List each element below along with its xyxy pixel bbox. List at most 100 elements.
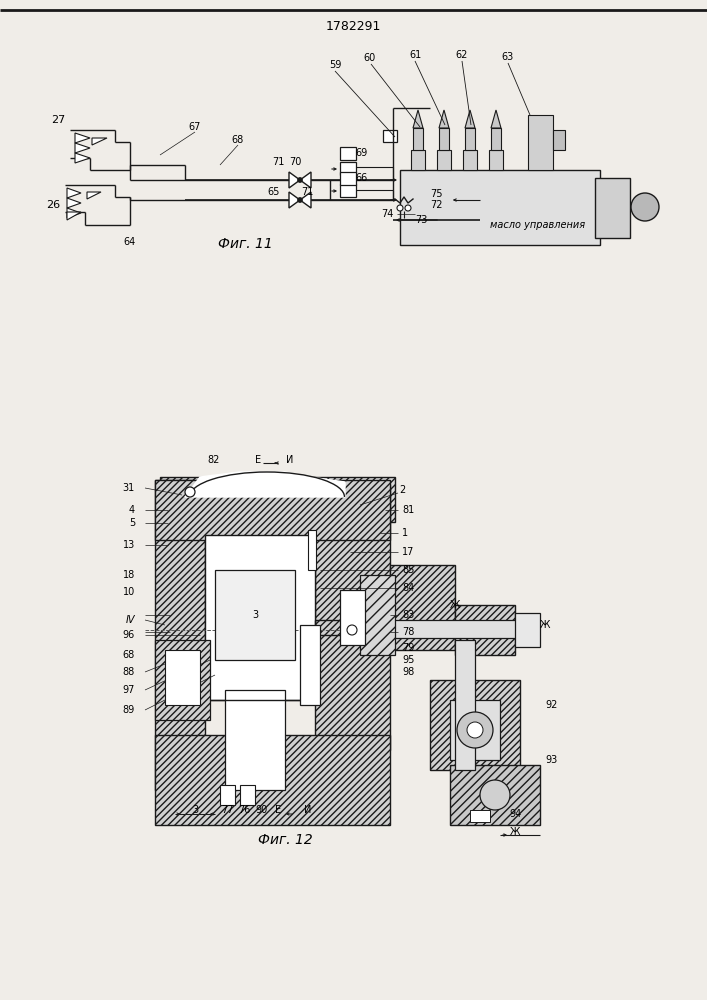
- Bar: [205, 535, 315, 700]
- Text: 85: 85: [402, 565, 414, 575]
- Text: И: И: [286, 455, 293, 465]
- Text: 59: 59: [329, 60, 341, 70]
- Text: 82: 82: [208, 455, 220, 465]
- Polygon shape: [87, 192, 101, 199]
- Text: 95: 95: [402, 655, 414, 665]
- Bar: [340, 184, 356, 197]
- Text: IV: IV: [126, 615, 135, 625]
- Text: 84: 84: [402, 583, 414, 593]
- Bar: [383, 130, 397, 142]
- Text: 18: 18: [123, 570, 135, 580]
- Bar: [437, 150, 451, 170]
- Bar: [340, 147, 356, 160]
- Bar: [515, 613, 540, 647]
- Polygon shape: [75, 143, 90, 153]
- Text: Ж: Ж: [510, 827, 520, 837]
- Circle shape: [298, 198, 303, 202]
- Bar: [340, 590, 365, 645]
- Polygon shape: [185, 472, 345, 497]
- Bar: [491, 128, 501, 150]
- Text: 66: 66: [356, 173, 368, 183]
- Text: 5: 5: [129, 518, 135, 528]
- Text: 69: 69: [356, 148, 368, 158]
- Polygon shape: [75, 133, 90, 143]
- Bar: [411, 150, 425, 170]
- Text: 68: 68: [123, 650, 135, 660]
- Bar: [430, 680, 520, 770]
- Text: 71: 71: [300, 187, 313, 197]
- Bar: [165, 650, 200, 705]
- Polygon shape: [92, 138, 107, 145]
- Text: 67: 67: [189, 122, 201, 132]
- Polygon shape: [67, 208, 81, 218]
- Polygon shape: [491, 110, 501, 128]
- Text: Ж: Ж: [450, 600, 460, 610]
- Bar: [155, 480, 390, 540]
- Text: 75: 75: [430, 189, 443, 199]
- Text: 70: 70: [289, 157, 301, 167]
- Circle shape: [185, 487, 195, 497]
- Text: 10: 10: [123, 587, 135, 597]
- Text: 71: 71: [271, 157, 284, 167]
- Text: 98: 98: [402, 667, 414, 677]
- Circle shape: [467, 722, 483, 738]
- Text: 60: 60: [364, 53, 376, 63]
- Bar: [340, 162, 356, 175]
- Bar: [155, 735, 390, 825]
- Text: 61: 61: [409, 50, 421, 60]
- Circle shape: [405, 205, 411, 211]
- Bar: [489, 150, 503, 170]
- Bar: [450, 765, 540, 825]
- Polygon shape: [67, 188, 81, 198]
- Text: 90: 90: [256, 805, 268, 815]
- Bar: [340, 172, 356, 185]
- Bar: [439, 128, 449, 150]
- Text: 92: 92: [545, 700, 557, 710]
- Circle shape: [457, 712, 493, 748]
- Bar: [155, 480, 205, 790]
- Text: 93: 93: [545, 755, 557, 765]
- Text: 89: 89: [123, 705, 135, 715]
- Text: 26: 26: [46, 200, 60, 210]
- Text: 96: 96: [123, 630, 135, 640]
- Text: 77: 77: [221, 805, 233, 815]
- Polygon shape: [67, 212, 81, 220]
- Text: 63: 63: [502, 52, 514, 62]
- Text: 81: 81: [402, 505, 414, 515]
- Text: 94: 94: [509, 809, 521, 819]
- Text: 78: 78: [402, 627, 414, 637]
- Bar: [528, 115, 553, 170]
- Circle shape: [397, 205, 403, 211]
- Bar: [470, 810, 490, 822]
- Bar: [240, 785, 255, 805]
- Bar: [220, 785, 235, 805]
- Bar: [413, 128, 423, 150]
- Text: 83: 83: [402, 610, 414, 620]
- Text: 79: 79: [402, 643, 414, 653]
- Text: 31: 31: [123, 483, 135, 493]
- Text: 27: 27: [51, 115, 65, 125]
- Text: 72: 72: [430, 200, 443, 210]
- Polygon shape: [439, 110, 449, 128]
- Text: 68: 68: [232, 135, 244, 145]
- Circle shape: [298, 178, 303, 182]
- Text: 3: 3: [192, 805, 198, 815]
- Text: Фиг. 12: Фиг. 12: [257, 833, 312, 847]
- Bar: [390, 565, 455, 650]
- Text: E: E: [255, 455, 261, 465]
- Text: E: E: [275, 805, 281, 815]
- Bar: [553, 130, 565, 150]
- Bar: [595, 178, 630, 238]
- Bar: [463, 150, 477, 170]
- Bar: [455, 640, 475, 770]
- Bar: [160, 477, 395, 522]
- Bar: [400, 170, 600, 245]
- Text: 1: 1: [402, 528, 408, 538]
- Circle shape: [347, 625, 357, 635]
- Bar: [225, 690, 285, 790]
- Circle shape: [480, 780, 510, 810]
- Bar: [465, 128, 475, 150]
- Polygon shape: [300, 172, 311, 188]
- Text: И: И: [304, 805, 312, 815]
- Bar: [455, 605, 515, 655]
